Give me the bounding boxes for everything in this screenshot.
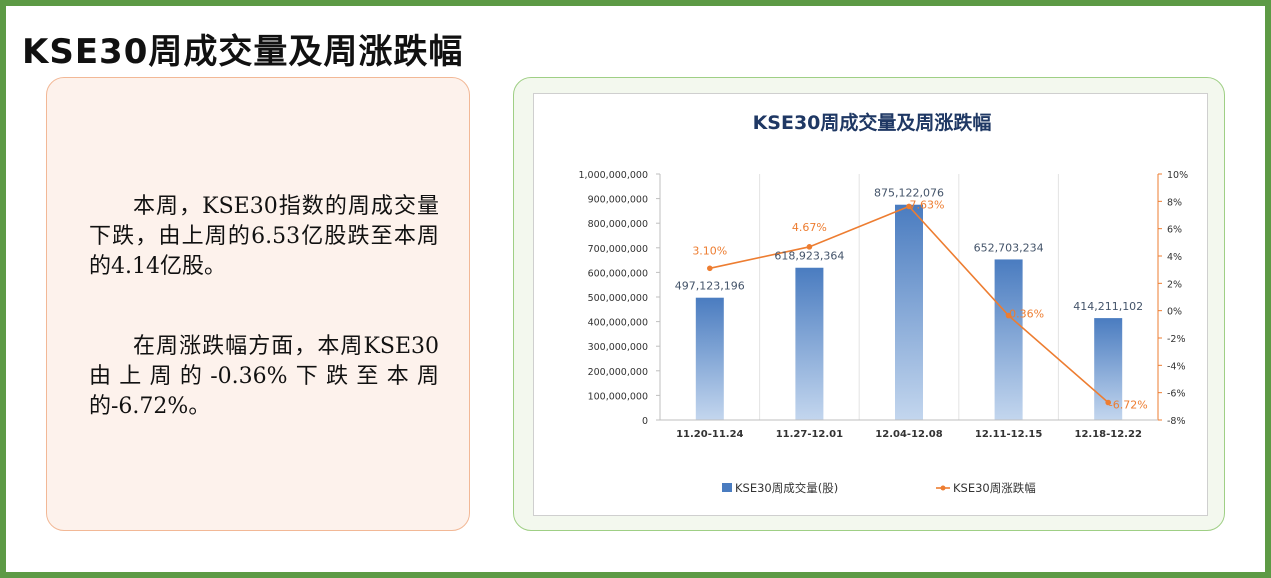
right-tick-label: 6% — [1167, 225, 1182, 236]
change-data-label: 4.67% — [792, 221, 827, 234]
change-point — [906, 203, 912, 210]
left-tick-label: 900,000,000 — [588, 195, 648, 206]
right-tick-label: -4% — [1167, 361, 1186, 372]
summary-paragraph-volume: 本周，KSE30指数的周成交量下跌，由上周的6.53亿股跌至本周的4.14亿股。 — [89, 194, 439, 279]
chart-panel: KSE30周成交量及周涨跌幅 0 100,000,000 200,000,000 30… — [533, 93, 1208, 516]
right-tick-label: 0% — [1167, 307, 1182, 318]
volume-data-label: 652,703,234 — [974, 241, 1044, 254]
volume-bar — [795, 267, 824, 420]
left-tick-label: 200,000,000 — [588, 367, 648, 378]
left-tick-label: 800,000,000 — [588, 219, 648, 230]
change-point — [1005, 312, 1012, 319]
right-tick-label: 10% — [1167, 170, 1188, 181]
legend-label-change: KSE30周涨跌幅 — [953, 481, 1036, 495]
left-tick-label: 700,000,000 — [588, 244, 648, 255]
right-tick-label: 2% — [1167, 279, 1182, 290]
summary-paragraph-change: 在周涨跌幅方面，本周KSE30由上周的-0.36%下跌至本周的-6.72%。 — [89, 334, 439, 419]
change-point — [806, 244, 813, 250]
combo-chart: KSE30周成交量及周涨跌幅 0 100,000,000 200,000,000 30… — [578, 111, 1188, 495]
volume-bar — [695, 297, 724, 420]
left-tick-label: 1,000,000,000 — [578, 170, 648, 181]
legend-marker-change — [940, 485, 946, 491]
change-data-label: -0.36% — [1005, 308, 1044, 321]
right-tick-label: 8% — [1167, 197, 1182, 208]
right-tick-label: 4% — [1167, 252, 1182, 263]
volume-data-label: 414,211,102 — [1073, 300, 1143, 313]
change-point — [707, 265, 713, 272]
x-tick-label: 12.11-12.15 — [975, 429, 1042, 440]
summary-card: 本周，KSE30指数的周成交量下跌，由上周的6.53亿股跌至本周的4.14亿股。… — [46, 77, 470, 531]
page-title: KSE30周成交量及周涨跌幅 — [22, 32, 464, 72]
x-tick-label: 12.04-12.08 — [875, 429, 942, 440]
legend-label-volume: KSE30周成交量(股) — [735, 481, 838, 495]
legend-swatch-volume — [722, 483, 732, 492]
x-tick-label: 11.27-12.01 — [776, 429, 843, 440]
x-tick-label: 12.18-12.22 — [1074, 429, 1141, 440]
left-tick-label: 600,000,000 — [588, 268, 648, 279]
volume-data-label: 875,122,076 — [874, 187, 944, 200]
change-data-label: -6.72% — [1109, 399, 1148, 412]
chart-title: KSE30周成交量及周涨跌幅 — [753, 111, 992, 134]
volume-data-label: 497,123,196 — [675, 280, 745, 293]
right-tick-label: -6% — [1167, 389, 1186, 400]
change-point — [1105, 399, 1111, 406]
left-tick-label: 0 — [642, 416, 648, 427]
left-tick-label: 400,000,000 — [588, 318, 648, 329]
left-tick-label: 100,000,000 — [588, 391, 648, 402]
x-tick-label: 11.20-11.24 — [676, 429, 743, 440]
change-data-label: 7.63% — [910, 198, 945, 211]
left-tick-label: 300,000,000 — [588, 342, 648, 353]
right-tick-label: -8% — [1167, 416, 1186, 427]
right-tick-label: -2% — [1167, 334, 1186, 345]
change-data-label: 3.10% — [692, 244, 727, 257]
left-tick-label: 500,000,000 — [588, 293, 648, 304]
volume-bar — [895, 204, 923, 420]
volume-data-label: 618,923,364 — [774, 250, 844, 263]
volume-bar — [994, 259, 1023, 420]
